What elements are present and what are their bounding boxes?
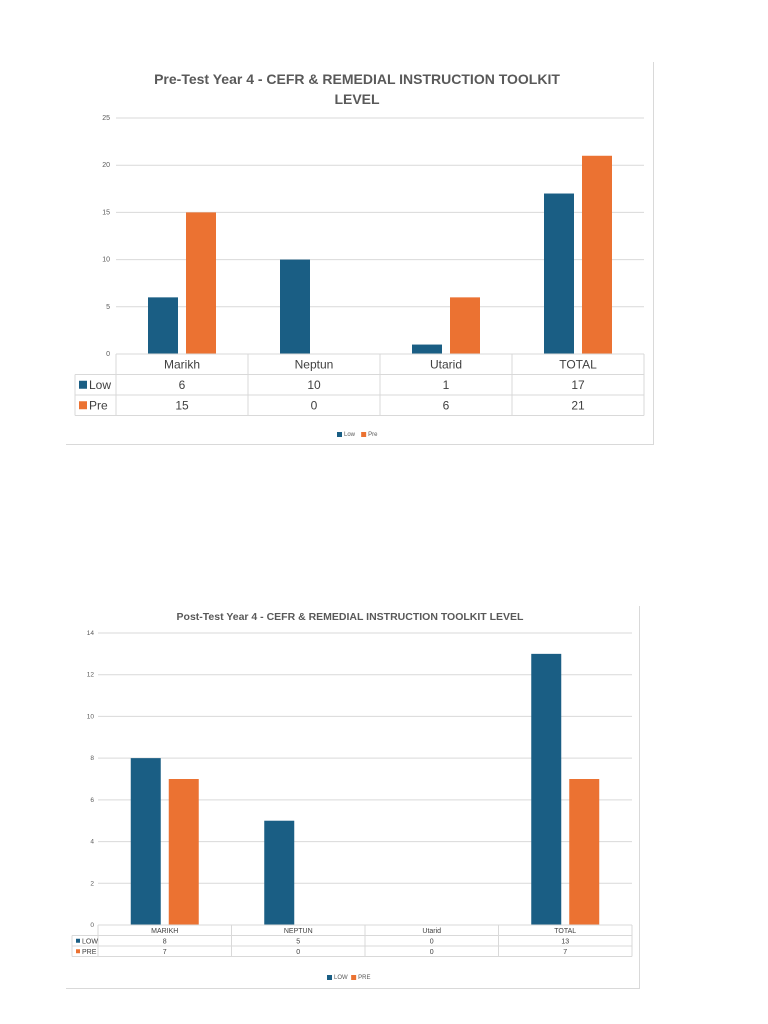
- pre-test-legend-key-pre: [361, 432, 367, 437]
- pre-test-title-line: LEVEL: [334, 91, 380, 107]
- pre-test-data-label: 17: [571, 378, 585, 392]
- pre-test-bar-pre: [186, 212, 216, 354]
- pre-test-title-line: Pre-Test Year 4 - CEFR & REMEDIAL INSTRU…: [154, 71, 560, 87]
- pre-test-bar-low: [412, 344, 442, 354]
- post-test-data-label: 7: [163, 949, 167, 956]
- pre-test-table-legend-key-low: [79, 380, 87, 389]
- post-test-bar-pre: [168, 779, 199, 925]
- pre-test-chart-svg: Pre-Test Year 4 - CEFR & REMEDIAL INSTRU…: [74, 71, 645, 438]
- pre-test-y-tick-label: 25: [102, 115, 110, 122]
- pre-test-y-tick-label: 0: [106, 351, 110, 358]
- pre-test-y-tick-label: 15: [102, 209, 110, 216]
- pre-test-table-series-name: Low: [89, 378, 111, 392]
- pre-test-data-label: 10: [307, 378, 321, 392]
- pre-test-y-tick-label: 5: [106, 304, 110, 311]
- pre-test-data-label: 21: [571, 399, 585, 413]
- post-test-category-label: Utarid: [422, 928, 441, 935]
- post-test-chart: Post-Test Year 4 - CEFR & REMEDIAL INSTR…: [66, 606, 640, 989]
- pre-test-y-tick-label: 10: [102, 257, 110, 264]
- post-test-table-series-name: LOW: [82, 938, 98, 945]
- post-test-data-label: 8: [163, 938, 167, 945]
- post-test-bar-low: [264, 820, 295, 925]
- pre-test-category-label: Neptun: [295, 358, 334, 372]
- post-test-data-label: 5: [296, 938, 300, 945]
- pre-test-legend-key-low: [337, 432, 342, 437]
- post-test-legend-key-low: [327, 975, 332, 980]
- pre-test-category-label: Marikh: [164, 358, 200, 372]
- pre-test-table-legend-key-pre: [79, 401, 87, 410]
- pre-test-bar-low: [148, 297, 178, 354]
- post-test-legend-label: LOW: [334, 975, 348, 981]
- post-test-legend-label: PRE: [358, 975, 370, 981]
- post-test-table-legend-key-low: [76, 938, 80, 943]
- post-test-title-line: Post-Test Year 4 - CEFR & REMEDIAL INSTR…: [177, 611, 525, 623]
- post-test-y-tick-label: 4: [90, 839, 94, 846]
- post-test-y-tick-label: 2: [90, 880, 94, 887]
- post-test-y-tick-label: 0: [90, 922, 94, 929]
- post-test-category-label: NEPTUN: [284, 928, 313, 935]
- pre-test-data-label: 6: [179, 378, 186, 392]
- pre-test-category-label: TOTAL: [559, 358, 597, 372]
- post-test-y-tick-label: 14: [87, 630, 95, 637]
- pre-test-chart: Pre-Test Year 4 - CEFR & REMEDIAL INSTRU…: [66, 62, 654, 445]
- post-test-data-label: 7: [563, 949, 567, 956]
- pre-test-legend-label: Low: [344, 432, 356, 438]
- post-test-y-tick-label: 8: [90, 755, 94, 762]
- post-test-y-tick-label: 10: [87, 713, 95, 720]
- post-test-table-legend-key-pre: [76, 949, 80, 954]
- post-test-data-label: 13: [561, 938, 569, 945]
- pre-test-bar-pre: [582, 155, 612, 354]
- pre-test-legend-label: Pre: [368, 432, 378, 438]
- post-test-data-label: 0: [430, 949, 434, 956]
- pre-test-bar-pre: [450, 297, 480, 354]
- post-test-chart-svg: Post-Test Year 4 - CEFR & REMEDIAL INSTR…: [71, 611, 633, 981]
- post-test-bar-low: [531, 653, 562, 925]
- pre-test-y-tick-label: 20: [102, 162, 110, 169]
- post-test-bar-low: [130, 758, 161, 925]
- pre-test-bar-low: [544, 193, 574, 354]
- pre-test-table-series-name: Pre: [89, 399, 108, 413]
- post-test-category-label: TOTAL: [554, 928, 576, 935]
- pre-test-data-label: 6: [443, 399, 450, 413]
- post-test-category-label: MARIKH: [151, 928, 178, 935]
- post-test-legend-key-pre: [351, 975, 357, 980]
- pre-test-data-label: 1: [443, 378, 450, 392]
- pre-test-data-label: 15: [175, 399, 189, 413]
- post-test-table-series-name: PRE: [82, 949, 97, 956]
- post-test-data-label: 0: [296, 949, 300, 956]
- pre-test-category-label: Utarid: [430, 358, 462, 372]
- post-test-data-label: 0: [430, 938, 434, 945]
- post-test-y-tick-label: 12: [87, 672, 95, 679]
- post-test-y-tick-label: 6: [90, 797, 94, 804]
- pre-test-data-label: 0: [311, 399, 318, 413]
- post-test-bar-pre: [569, 779, 600, 925]
- pre-test-bar-low: [280, 259, 310, 354]
